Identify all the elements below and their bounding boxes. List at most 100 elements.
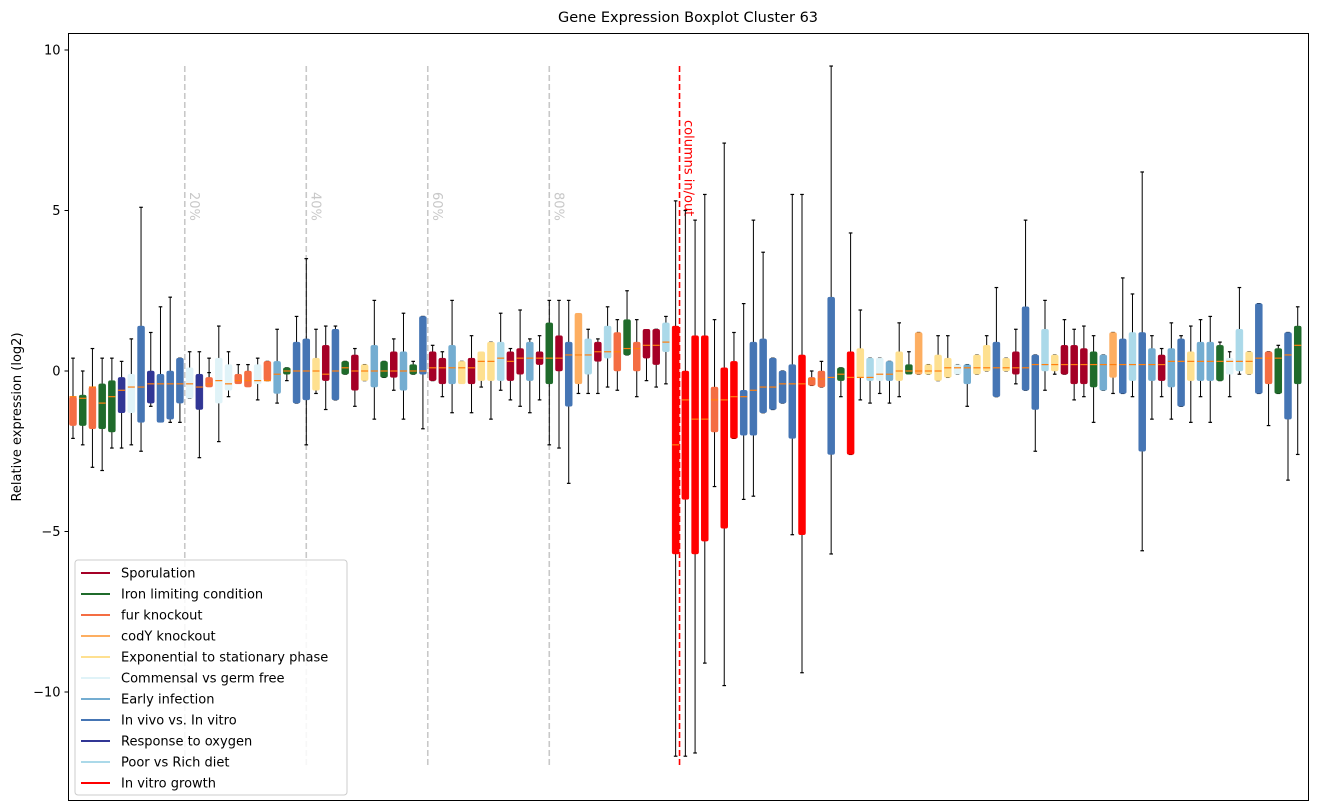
box-sporulation [438, 351, 447, 398]
box-in-vitro-growth [691, 219, 699, 754]
box-body [1177, 338, 1185, 407]
box-body [710, 386, 719, 433]
legend: Sporulation Iron limiting condition fur kn… [74, 559, 348, 796]
box-body [1235, 329, 1244, 372]
box-in-vivo-vs-in-vitro [176, 357, 184, 423]
box-response-to-oxygen [147, 331, 155, 407]
box-fur-knockout [613, 319, 622, 391]
box-early-infection [526, 338, 534, 414]
box-sporulation [351, 347, 359, 407]
box-body [419, 316, 427, 375]
box-body [496, 341, 505, 381]
box-sporulation [535, 335, 544, 401]
box-body [506, 351, 515, 381]
box-body [895, 351, 903, 381]
boxes [69, 65, 1302, 757]
box-cody-knockout [574, 312, 583, 395]
y-tick-label: −10 [33, 686, 60, 701]
box-body [662, 322, 670, 352]
legend-label: Sporulation [121, 567, 196, 582]
box-iron-limiting-condition [108, 357, 116, 449]
box-sporulation [555, 299, 563, 449]
legend-item: codY knockout [81, 630, 216, 645]
box-sporulation [1012, 328, 1020, 385]
box-body [856, 348, 865, 378]
box-body [117, 377, 126, 413]
box-in-vivo-vs-in-vitro [1255, 302, 1263, 395]
box-exponential-to-stationary-phase [1002, 357, 1010, 372]
box-exponential-to-stationary-phase [934, 335, 942, 382]
box-body [516, 348, 524, 375]
box-body [195, 373, 204, 410]
legend-item: Sporulation [81, 567, 196, 582]
box-body [701, 335, 709, 542]
box-in-vitro-growth [720, 142, 728, 687]
box-in-vivo-vs-in-vitro [739, 302, 748, 500]
box-iron-limiting-condition [380, 360, 388, 379]
box-in-vitro-growth [846, 232, 855, 456]
box-body [185, 367, 194, 399]
box-fur-knockout [244, 363, 252, 388]
box-commensal-vs-germ-free [127, 338, 136, 446]
box-body [778, 370, 787, 404]
box-body [574, 312, 583, 385]
box-exponential-to-stationary-phase [1050, 354, 1059, 375]
box-exponential-to-stationary-phase [924, 363, 933, 375]
box-exponential-to-stationary-phase [312, 328, 320, 395]
box-body [1128, 332, 1137, 381]
box-poor-vs-rich-diet [603, 306, 612, 388]
legend-label: Commensal vs germ free [121, 672, 284, 687]
box-early-infection [273, 328, 281, 404]
box-exponential-to-stationary-phase [1245, 351, 1253, 375]
box-fur-knockout [817, 360, 826, 388]
box-body [749, 341, 758, 436]
box-exponential-to-stationary-phase [458, 360, 466, 385]
box-body [88, 386, 97, 430]
box-body [1050, 354, 1059, 372]
box-body [876, 357, 884, 381]
box-iron-limiting-condition [341, 360, 349, 375]
box-iron-limiting-condition [837, 367, 845, 398]
box-response-to-oxygen [117, 360, 126, 449]
box-poor-vs-rich-diet [866, 357, 874, 404]
box-sporulation [516, 309, 524, 407]
box-body [302, 338, 311, 401]
y-axis: 10 5 0 −5 −10 [33, 44, 69, 701]
legend-label: Iron limiting condition [121, 588, 263, 603]
box-body [244, 370, 252, 388]
box-in-vivo-vs-in-vitro [331, 325, 340, 401]
box-exponential-to-stationary-phase [895, 322, 903, 398]
box-body [982, 345, 991, 372]
box-iron-limiting-condition [283, 367, 291, 382]
columns-in-out-label: columns in/out [681, 120, 696, 216]
box-in-vivo-vs-in-vitro [1021, 219, 1030, 391]
box-sporulation [1080, 325, 1088, 398]
box-exponential-to-stationary-phase [856, 309, 865, 401]
reference-lines: 20% 40% 60% 80% columns in/out [183, 66, 696, 766]
box-cody-knockout [914, 331, 923, 375]
y-tick-label: 5 [52, 204, 60, 219]
legend-item: Poor vs Rich diet [81, 756, 229, 771]
percent-label: 40% [307, 192, 322, 221]
box-sporulation [1060, 319, 1069, 375]
box-body [78, 394, 87, 426]
box-in-vivo-vs-in-vitro [788, 193, 797, 536]
box-body [176, 357, 184, 404]
box-in-vivo-vs-in-vitro [769, 357, 777, 411]
box-early-infection [885, 360, 894, 404]
box-body [273, 361, 281, 394]
box-body [380, 361, 388, 378]
box-poor-vs-rich-diet [1041, 299, 1049, 391]
box-sporulation [321, 325, 330, 411]
box-iron-limiting-condition [98, 357, 106, 472]
legend-label: Exponential to stationary phase [121, 651, 328, 666]
legend-item: Commensal vs germ free [81, 672, 284, 687]
box-body [759, 338, 767, 413]
box-early-infection [1148, 335, 1156, 420]
box-body [147, 370, 155, 404]
box-fur-knockout [1264, 351, 1273, 427]
box-exponential-to-stationary-phase [1187, 325, 1195, 423]
box-iron-limiting-condition [1089, 335, 1098, 423]
box-body [1274, 348, 1283, 394]
